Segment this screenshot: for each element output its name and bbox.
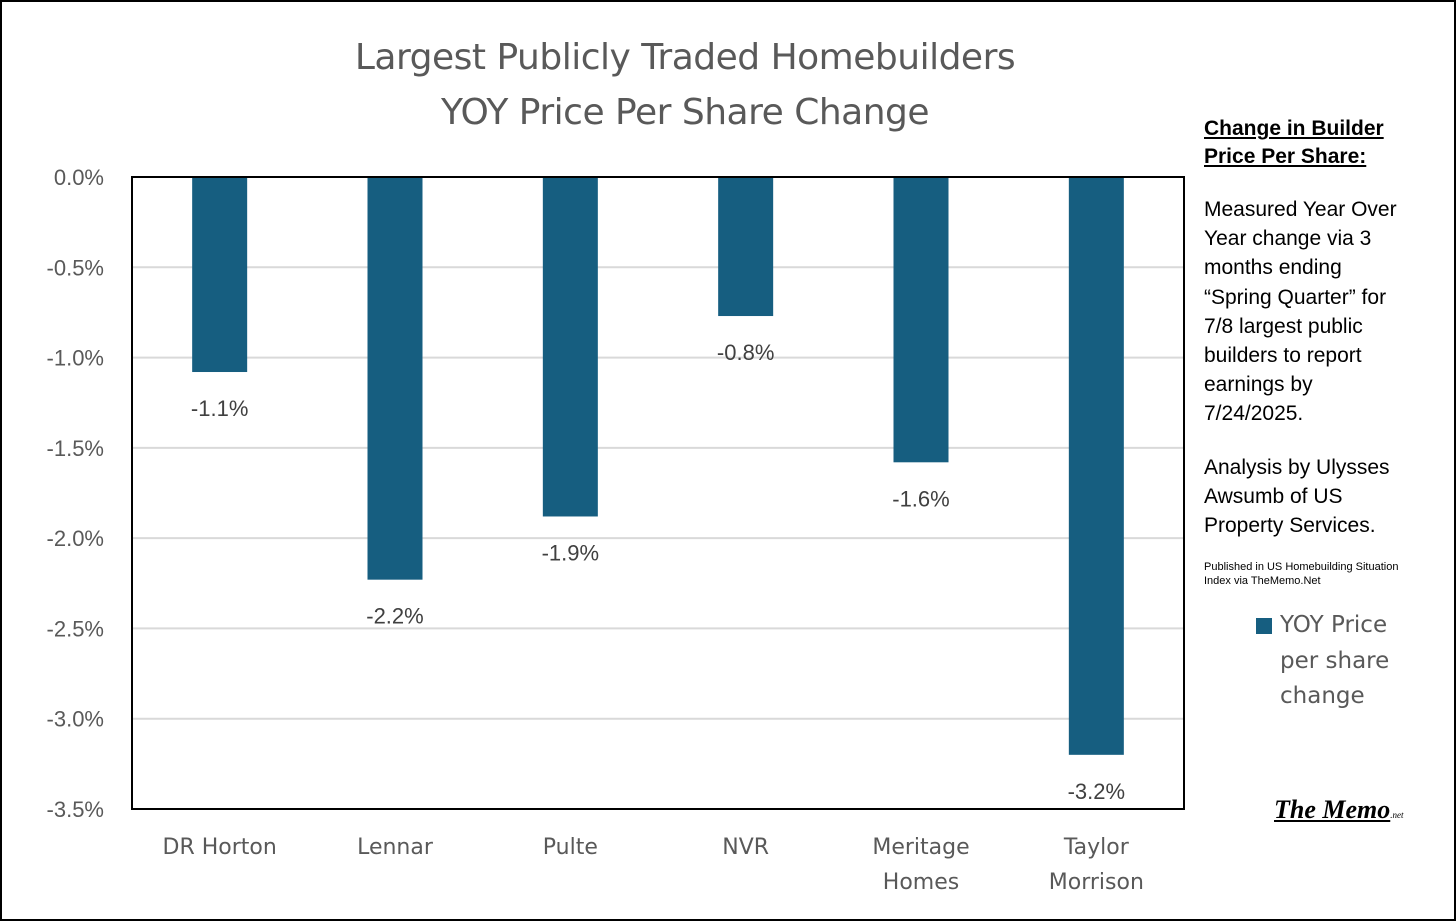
x-tick-label: Lennar: [357, 835, 434, 860]
publication-note: Published in US Homebuilding Situation I…: [1204, 560, 1444, 588]
legend-label-line: change: [1280, 683, 1365, 709]
y-tick-label: -3.0%: [47, 707, 104, 732]
y-tick-label: -2.0%: [47, 526, 104, 551]
data-label: -0.8%: [717, 340, 774, 365]
methodology-line: Measured Year Over: [1204, 198, 1397, 221]
y-tick-label: -3.5%: [47, 797, 104, 822]
sidebar-heading-line: Price Per Share:: [1204, 145, 1367, 168]
x-tick-label: Taylor: [1063, 835, 1130, 860]
bar: [542, 177, 598, 517]
sidebar-heading-line: Change in Builder: [1204, 117, 1384, 140]
publication-line: Index via TheMemo.Net: [1204, 575, 1321, 588]
logo-suffix: .net: [1390, 810, 1404, 820]
x-tick-label: DR Horton: [163, 835, 277, 860]
sidebar-heading: Change in Builder Price Per Share:: [1204, 115, 1444, 171]
methodology-line: Year change via 3: [1204, 227, 1372, 251]
legend-swatch: [1256, 618, 1272, 634]
the-memo-logo: The Memo.net: [1274, 795, 1404, 825]
analysis-credit: Analysis by Ulysses Awsumb of US Propert…: [1204, 453, 1444, 541]
sidebar-notes: Change in Builder Price Per Share: Measu…: [1204, 115, 1444, 588]
x-tick-label: Morrison: [1049, 870, 1144, 895]
legend-label: YOY Price per share change: [1280, 608, 1430, 715]
methodology-line: 7/8 largest public: [1204, 314, 1363, 338]
x-tick-label: Homes: [883, 870, 959, 895]
bar: [192, 177, 248, 373]
data-label: -1.9%: [542, 540, 599, 565]
legend-label-line: YOY Price: [1280, 612, 1388, 638]
x-tick-label: NVR: [722, 835, 769, 860]
x-tick-label: Pulte: [543, 835, 598, 860]
x-tick-label: Meritage: [872, 835, 969, 860]
data-label: -3.2%: [1068, 779, 1125, 804]
analysis-line: Property Services.: [1204, 514, 1376, 538]
chart-title-line-1: Largest Publicly Traded Homebuilders: [354, 37, 1016, 78]
y-tick-label: 0.0%: [54, 165, 104, 190]
y-tick-label: -1.0%: [47, 346, 104, 371]
logo-wordmark: The Memo: [1274, 795, 1391, 824]
analysis-line: Awsumb of US: [1204, 484, 1343, 508]
methodology-line: “Spring Quarter” for: [1204, 285, 1387, 309]
bar: [367, 177, 423, 580]
methodology-line: builders to report: [1204, 344, 1362, 368]
publication-line: Published in US Homebuilding Situation: [1204, 561, 1399, 574]
chart-title: Largest Publicly Traded Homebuilders YOY…: [250, 30, 1120, 140]
methodology-line: 7/24/2025.: [1204, 402, 1304, 426]
data-label: -1.6%: [892, 486, 949, 511]
y-tick-label: -1.5%: [47, 436, 104, 461]
bar: [718, 177, 774, 317]
analysis-line: Analysis by Ulysses: [1204, 455, 1390, 479]
bar: [893, 177, 949, 463]
data-label: -2.2%: [366, 604, 423, 629]
data-label: -1.1%: [191, 396, 248, 421]
methodology-line: months ending: [1204, 256, 1342, 280]
legend-label-line: per share: [1280, 647, 1390, 674]
y-tick-label: -2.5%: [47, 616, 104, 641]
chart-title-line-2: YOY Price Per Share Change: [440, 92, 930, 133]
plot-area-border: [131, 176, 1185, 810]
methodology-line: earnings by: [1204, 373, 1313, 397]
y-tick-label: -0.5%: [47, 255, 104, 280]
bar: [1068, 177, 1124, 755]
methodology-note: Measured Year Over Year change via 3 mon…: [1204, 195, 1444, 429]
